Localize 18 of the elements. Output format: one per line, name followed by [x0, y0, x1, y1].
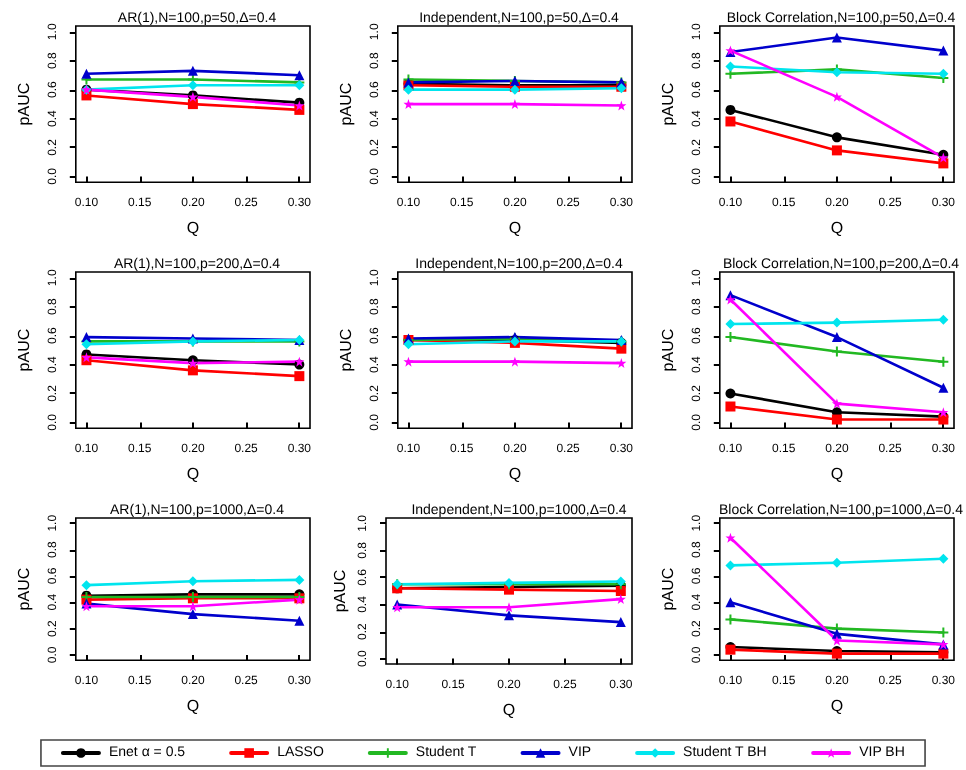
x-axis-title: Q [508, 465, 522, 483]
y-axis-title: pAUC [337, 82, 355, 126]
x-axis-title: Q [830, 219, 844, 237]
y-axis-title: pAUC [659, 328, 677, 372]
x-axis-title: Q [186, 465, 200, 483]
y-axis-title: pAUC [659, 82, 677, 126]
x-axis-title: Q [508, 219, 522, 237]
x-axis-title: Q [830, 465, 844, 483]
y-axis-title: pAUC [659, 567, 677, 611]
y-axis-title: pAUC [331, 569, 349, 613]
x-axis-title: Q [186, 697, 200, 715]
y-axis-title: pAUC [15, 82, 33, 126]
y-axis-title: pAUC [15, 328, 33, 372]
y-axis-title: pAUC [15, 567, 33, 611]
x-axis-title: Q [830, 697, 844, 715]
x-axis-title: Q [186, 219, 200, 237]
x-axis-title: Q [502, 700, 516, 719]
y-axis-title: pAUC [337, 328, 355, 372]
